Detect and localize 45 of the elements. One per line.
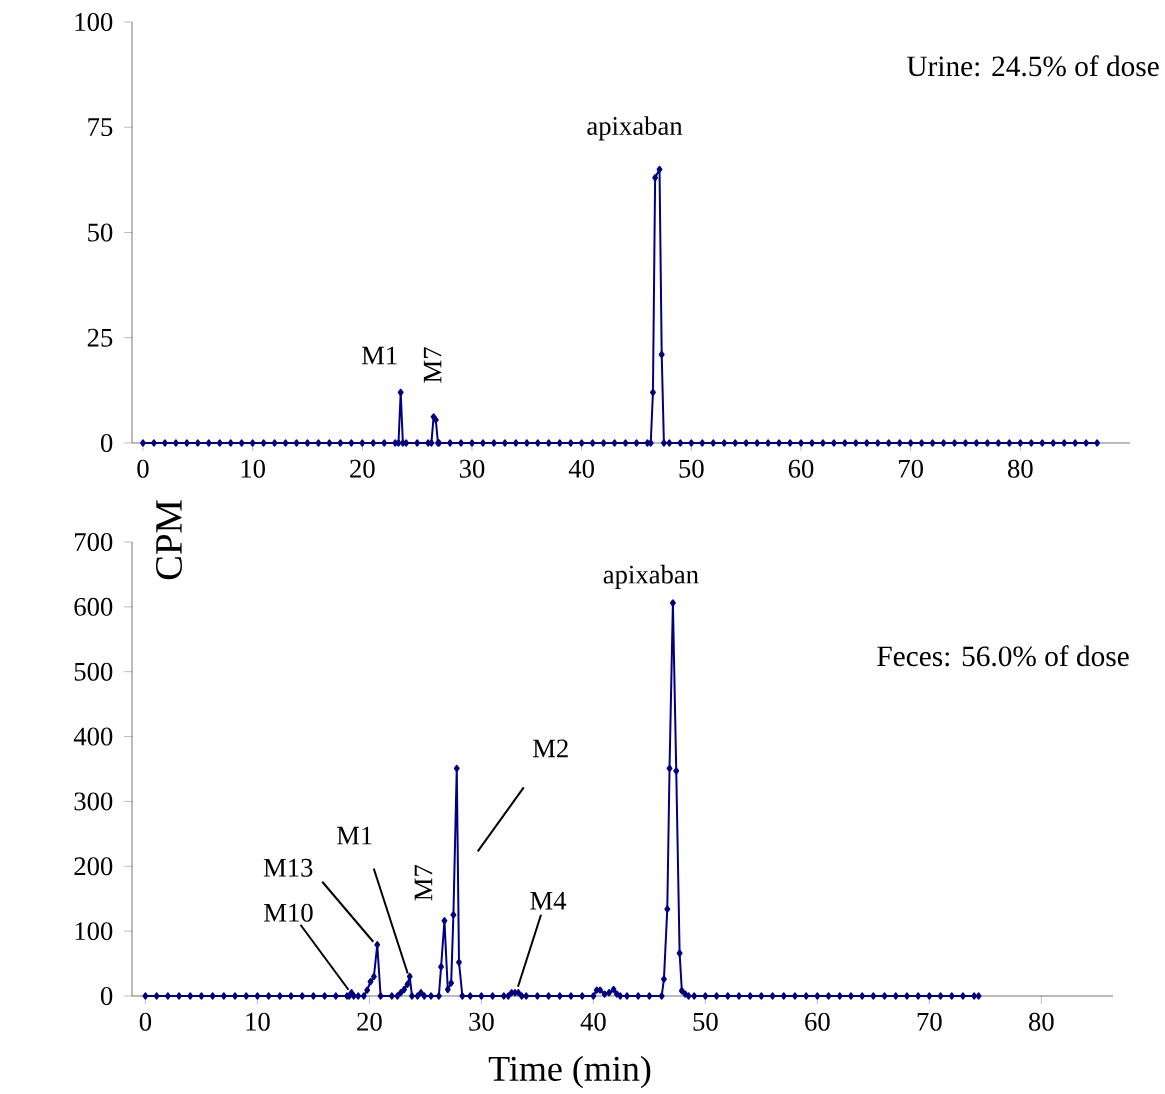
x-tick-label: 60 bbox=[805, 1012, 830, 1031]
annotation: Urine: 24.5% of dose bbox=[906, 55, 1159, 77]
annotation: M2 bbox=[533, 739, 568, 758]
y-tick-label: 200 bbox=[74, 857, 113, 876]
annotation: M13 bbox=[263, 858, 313, 877]
x-tick-label: 10 bbox=[241, 459, 265, 478]
x-tick-label: 80 bbox=[1008, 459, 1033, 478]
y-tick-label: 100 bbox=[75, 922, 113, 941]
y-tick-label: 300 bbox=[74, 792, 113, 811]
annotation: M10 bbox=[264, 903, 313, 922]
x-tick-label: 40 bbox=[568, 459, 594, 478]
annotation: M1 bbox=[361, 346, 397, 365]
annotation: apixaban bbox=[603, 564, 699, 590]
annotation: M7 bbox=[414, 865, 433, 901]
y-tick-label: 0 bbox=[100, 986, 113, 1005]
x-tick-label: 70 bbox=[899, 459, 923, 478]
y-axis-title: CPM bbox=[156, 500, 182, 580]
x-tick-label: 0 bbox=[139, 1012, 152, 1031]
y-tick-label: 600 bbox=[74, 597, 113, 616]
y-tick-label: 400 bbox=[73, 727, 113, 746]
x-tick-label: 80 bbox=[1029, 1012, 1054, 1031]
x-tick-label: 20 bbox=[350, 459, 375, 478]
x-axis-title: Time (min) bbox=[488, 1055, 651, 1089]
y-tick-label: 700 bbox=[75, 532, 113, 551]
x-tick-label: 0 bbox=[137, 459, 149, 478]
x-tick-label: 60 bbox=[788, 459, 814, 478]
annotation: M4 bbox=[530, 891, 567, 910]
x-tick-label: 20 bbox=[357, 1012, 382, 1031]
x-tick-label: 50 bbox=[679, 459, 704, 478]
x-tick-label: 50 bbox=[693, 1012, 718, 1031]
y-tick-label: 50 bbox=[88, 223, 113, 242]
x-tick-label: 40 bbox=[580, 1012, 606, 1031]
annotation: apixaban bbox=[587, 116, 683, 141]
y-tick-label: 100 bbox=[75, 12, 113, 31]
y-tick-label: 0 bbox=[100, 433, 113, 452]
y-tick-label: 25 bbox=[87, 328, 113, 347]
x-tick-label: 30 bbox=[469, 1012, 494, 1031]
annotation: Feces: 56.0% of dose bbox=[877, 645, 1129, 667]
x-tick-label: 30 bbox=[459, 459, 485, 478]
x-tick-label: 70 bbox=[917, 1012, 942, 1031]
annotation: M1 bbox=[336, 826, 372, 845]
y-tick-label: 500 bbox=[74, 662, 113, 681]
x-tick-label: 10 bbox=[246, 1012, 270, 1031]
y-tick-label: 75 bbox=[88, 118, 113, 137]
annotation: M7 bbox=[423, 347, 442, 383]
